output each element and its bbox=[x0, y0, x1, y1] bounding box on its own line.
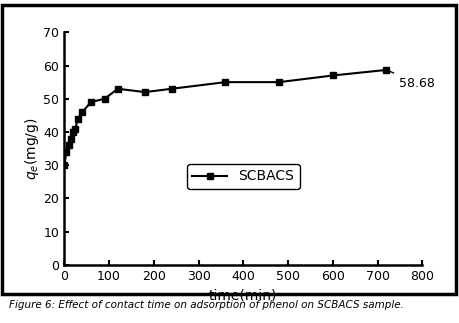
Text: Figure 6: Effect of contact time on adsorption of phenol on SCBACS sample.: Figure 6: Effect of contact time on adso… bbox=[9, 300, 404, 310]
SCBACS bbox=[89, 100, 94, 104]
SCBACS bbox=[73, 127, 78, 130]
Line: SCBACS: SCBACS bbox=[61, 67, 390, 169]
SCBACS bbox=[68, 137, 74, 141]
Y-axis label: $q_e$(mg/g): $q_e$(mg/g) bbox=[22, 117, 40, 180]
SCBACS bbox=[142, 90, 148, 94]
Text: 58.68: 58.68 bbox=[389, 71, 435, 89]
SCBACS bbox=[62, 163, 67, 167]
SCBACS bbox=[276, 80, 282, 84]
SCBACS bbox=[169, 87, 174, 91]
SCBACS bbox=[75, 117, 80, 120]
SCBACS bbox=[223, 80, 228, 84]
SCBACS bbox=[79, 110, 85, 114]
Legend: SCBACS: SCBACS bbox=[187, 164, 300, 189]
SCBACS bbox=[66, 143, 72, 147]
SCBACS bbox=[330, 74, 336, 78]
X-axis label: time(min): time(min) bbox=[209, 288, 277, 302]
SCBACS bbox=[115, 87, 121, 91]
SCBACS bbox=[64, 150, 69, 154]
SCBACS bbox=[71, 130, 76, 134]
SCBACS bbox=[102, 97, 107, 101]
SCBACS bbox=[384, 68, 389, 72]
